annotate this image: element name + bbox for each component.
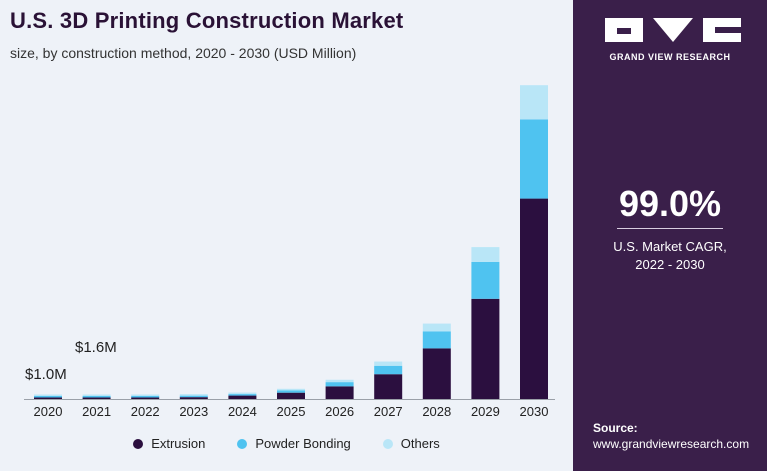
cagr-label-line2: 2022 - 2030 <box>635 257 705 272</box>
bar-extrusion-2025 <box>277 392 305 399</box>
source-url[interactable]: www.grandviewresearch.com <box>593 437 750 451</box>
bar-extrusion-2026 <box>325 386 354 399</box>
legend-label-powder-bonding: Powder Bonding <box>255 436 351 451</box>
x-tick-label-2029: 2029 <box>471 404 500 419</box>
bar-powder-bonding-2025 <box>277 390 305 393</box>
source-block: Source: www.grandviewresearch.com <box>593 420 749 452</box>
bar-others-2020 <box>34 394 62 396</box>
bar-others-2023 <box>179 394 208 396</box>
bar-powder-bonding-2029 <box>471 261 500 299</box>
bar-extrusion-2030 <box>520 198 548 399</box>
legend-item-others: Others <box>382 436 440 451</box>
bar-powder-bonding-2022 <box>131 396 160 398</box>
bar-extrusion-2020 <box>34 397 62 399</box>
bar-others-2024 <box>228 392 257 395</box>
bar-extrusion-2021 <box>82 397 111 399</box>
cagr-value: 99.0% <box>618 183 722 224</box>
bar-others-2025 <box>277 388 305 391</box>
info-sidebar: GRAND VIEW RESEARCH 99.0% U.S. Market CA… <box>573 0 767 471</box>
legend-swatch-powder-bonding <box>237 438 248 449</box>
x-tick-label-2021: 2021 <box>82 404 111 419</box>
legend-item-extrusion: Extrusion <box>133 436 205 451</box>
x-tick-label-2028: 2028 <box>422 404 451 419</box>
bar-powder-bonding-2027 <box>374 365 403 375</box>
legend-swatch-extrusion <box>133 438 144 449</box>
brand-name: GRAND VIEW RESEARCH <box>609 52 731 62</box>
bar-others-2027 <box>374 361 403 366</box>
bar-extrusion-2022 <box>131 397 160 399</box>
chart-subtitle: size, by construction method, 2020 - 203… <box>10 45 357 61</box>
bar-others-2021 <box>82 394 111 396</box>
x-tick-label-2026: 2026 <box>325 404 354 419</box>
bar-extrusion-2027 <box>374 374 403 399</box>
bar-others-2026 <box>325 379 354 383</box>
legend-swatch-others <box>382 438 393 449</box>
legend-item-powder-bonding: Powder Bonding <box>237 436 351 451</box>
bar-extrusion-2028 <box>422 348 451 399</box>
bar-powder-bonding-2024 <box>228 394 257 396</box>
legend-label-extrusion: Extrusion <box>151 436 206 451</box>
bar-others-2028 <box>422 323 451 332</box>
grand-view-research-logo-icon <box>605 18 741 42</box>
bar-powder-bonding-2023 <box>179 395 208 398</box>
chart-title: U.S. 3D Printing Construction Market <box>10 8 404 33</box>
bar-powder-bonding-2026 <box>325 382 354 387</box>
bar-powder-bonding-2021 <box>82 396 111 398</box>
source-title: Source: <box>593 421 638 435</box>
bar-others-2030 <box>520 85 548 120</box>
bar-powder-bonding-2028 <box>422 331 451 349</box>
bar-extrusion-2029 <box>471 298 500 399</box>
x-tick-label-2030: 2030 <box>520 404 549 419</box>
bar-powder-bonding-2030 <box>520 119 548 199</box>
bar-extrusion-2024 <box>228 395 257 399</box>
chart-panel: U.S. 3D Printing Construction Market siz… <box>0 0 573 471</box>
bar-others-2029 <box>471 247 500 262</box>
legend-label-others: Others <box>400 436 440 451</box>
x-tick-label-2027: 2027 <box>374 404 403 419</box>
bar-others-2022 <box>131 394 160 396</box>
x-tick-label-2020: 2020 <box>34 404 63 419</box>
x-tick-label-2023: 2023 <box>179 404 208 419</box>
bar-extrusion-2023 <box>179 397 208 399</box>
cagr-label: U.S. Market CAGR, 2022 - 2030 <box>573 238 767 274</box>
cagr-label-line1: U.S. Market CAGR, <box>613 239 727 254</box>
legend: Extrusion Powder Bonding Others <box>0 436 573 451</box>
data-label-2021: $1.6M <box>75 339 117 356</box>
x-tick-label-2022: 2022 <box>131 404 160 419</box>
x-tick-label-2024: 2024 <box>228 404 257 419</box>
data-label-2020: $1.0M <box>25 366 67 383</box>
stat-divider <box>617 228 723 229</box>
bar-powder-bonding-2020 <box>34 396 62 398</box>
x-tick-label-2025: 2025 <box>277 404 306 419</box>
bar-chart: 2020 2021 2022 2023 2024 2025 2026 2027 2028 2029… <box>24 85 555 419</box>
